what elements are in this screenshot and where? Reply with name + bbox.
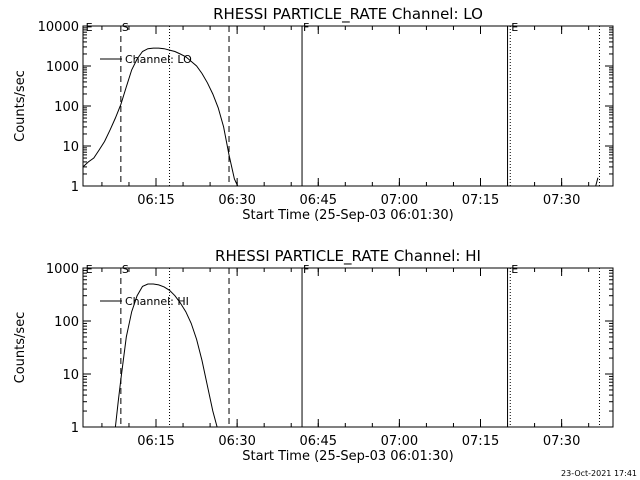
y-axis-label-hi: Counts/sec [13, 312, 28, 384]
plot-frame-hi [82, 267, 614, 428]
y-tick-label-hi: 100 [54, 315, 79, 330]
event-marker-label-hi: F [303, 263, 309, 276]
x-tick-label-hi: 06:30 [218, 434, 255, 449]
y-tick-label-lo: 10 [62, 140, 79, 155]
x-axis-label-lo: Start Time (25-Sep-03 06:01:30) [242, 208, 453, 223]
x-tick-label-hi: 07:30 [543, 434, 580, 449]
panel-hi: RHESSI PARTICLE_RATE Channel: HI 06:15 06:… [13, 247, 614, 464]
event-marker-label-hi: S [122, 263, 129, 276]
footer-timestamp: 23-Oct-2021 17:41 [561, 469, 637, 478]
x-tick-label-lo: 07:00 [381, 193, 418, 208]
event-marker-label-hi: E [511, 263, 518, 276]
panel-lo: RHESSI PARTICLE_RATE Channel: LO 06:15 06:… [13, 5, 614, 223]
event-marker-label-lo: F [303, 21, 309, 34]
x-tick-label-hi: 06:45 [300, 434, 337, 449]
x-tick-label-lo: 07:30 [543, 193, 580, 208]
x-tick-label-lo: 06:15 [137, 193, 174, 208]
y-tick-label-lo: 1 [71, 180, 79, 195]
chart-title-hi: RHESSI PARTICLE_RATE Channel: HI [215, 247, 481, 266]
x-axis-label-hi: Start Time (25-Sep-03 06:01:30) [242, 449, 453, 464]
x-tick-label-lo: 07:15 [462, 193, 499, 208]
event-marker-label-lo: S [122, 21, 129, 34]
y-tick-label-hi: 1000 [46, 262, 79, 277]
x-tick-label-hi: 07:15 [462, 434, 499, 449]
y-tick-label-lo: 100 [54, 100, 79, 115]
chart-title-lo: RHESSI PARTICLE_RATE Channel: LO [213, 5, 483, 24]
y-tick-label-lo: 10000 [38, 20, 79, 35]
x-tick-label-lo: 06:45 [300, 193, 337, 208]
series-line-lo-0 [82, 47, 239, 187]
plot-frame-lo [82, 25, 614, 187]
x-tick-label-hi: 06:15 [137, 434, 174, 449]
legend-label-hi: Channel: HI [125, 295, 189, 308]
x-tick-label-hi: 07:00 [381, 434, 418, 449]
y-tick-label-hi: 10 [62, 368, 79, 383]
event-marker-label-lo: E [511, 21, 518, 34]
event-marker-label-hi: E [86, 263, 93, 276]
y-axis-label-lo: Counts/sec [13, 70, 28, 142]
y-tick-label-lo: 1000 [46, 60, 79, 75]
x-tick-label-lo: 06:30 [218, 193, 255, 208]
event-marker-label-lo: E [86, 21, 93, 34]
series-line-hi-0 [114, 283, 218, 428]
series-line-lo-1 [595, 177, 599, 187]
legend-label-lo: Channel: LO [125, 53, 192, 66]
y-tick-label-hi: 1 [71, 421, 79, 436]
